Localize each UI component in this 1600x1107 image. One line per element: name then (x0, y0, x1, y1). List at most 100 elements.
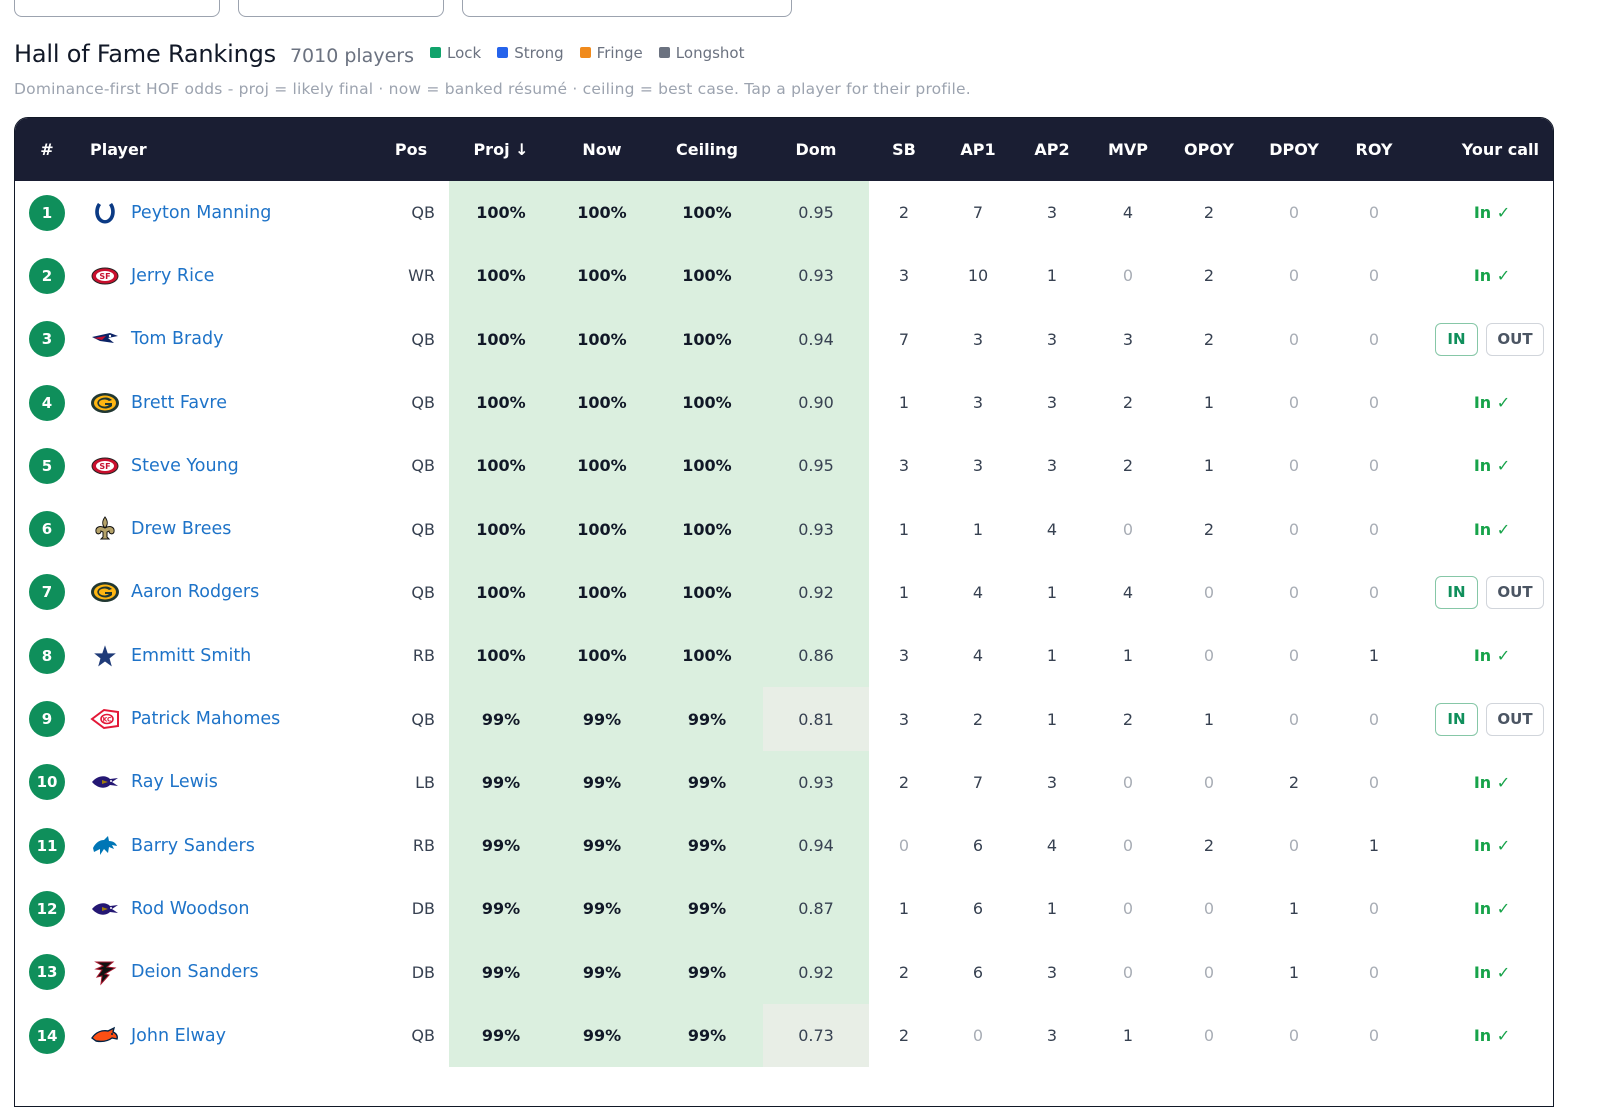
svg-text:SF: SF (99, 272, 110, 281)
column-header-dpoy[interactable]: DPOY (1269, 140, 1319, 159)
vote-in-button[interactable]: IN (1435, 322, 1478, 356)
filter-button-3[interactable] (462, 0, 792, 17)
sb-cell: 1 (898, 899, 910, 919)
column-header-proj[interactable]: Proj ↓ (473, 140, 529, 159)
table-row[interactable]: 3 Tom Brady QB 100% 100% 100% 0.94 7 3 3 3 2 0 0 IN OUT (15, 307, 1553, 371)
column-header-roy[interactable]: ROY (1355, 140, 1393, 159)
rank-badge: 5 (29, 447, 65, 484)
player-cell[interactable]: KC Patrick Mahomes (79, 687, 373, 750)
player-name-link[interactable]: Jerry Rice (131, 265, 215, 286)
colts-horseshoe-icon (89, 200, 121, 226)
column-header-ap2[interactable]: AP2 (1034, 140, 1070, 159)
column-header-mvp[interactable]: MVP (1107, 140, 1149, 159)
table-row[interactable]: 14 John Elway QB 99% 99% 99% 0.73 2 0 3 1 0 0 0 In ✓ (15, 1003, 1553, 1068)
vote-out-button[interactable]: OUT (1486, 702, 1544, 736)
player-cell[interactable]: John Elway (79, 1004, 373, 1067)
table-row[interactable]: 8 Emmitt Smith RB 100% 100% 100% 0.86 3 4 1 1 0 0 1 In… (15, 624, 1553, 688)
table-row[interactable]: 5 SF Steve Young QB 100% 100% 100% 0.95 3 3 3 2 1 0 0 I… (15, 434, 1553, 498)
player-name-link[interactable]: Rod Woodson (131, 898, 250, 919)
now-cell: 100% (553, 560, 651, 625)
player-name-link[interactable]: John Elway (131, 1025, 226, 1046)
broncos-logo-icon (89, 1023, 121, 1049)
player-cell[interactable]: Drew Brees (79, 497, 373, 560)
player-name-link[interactable]: Peyton Manning (131, 202, 272, 223)
player-cell[interactable]: SF Jerry Rice (79, 244, 373, 307)
ap1-cell: 3 (972, 393, 984, 413)
ap2-cell: 1 (1046, 266, 1058, 286)
ap1-cell: 0 (972, 1026, 984, 1045)
position-cell: QB (411, 203, 435, 223)
player-name-link[interactable]: Emmitt Smith (131, 645, 252, 666)
mvp-cell: 2 (1122, 456, 1134, 476)
table-row[interactable]: 9 KC Patrick Mahomes QB 99% 99% 99% 0.81 3 2 1 2 1 0 0… (15, 687, 1553, 751)
call-in-label: In ✓ (1473, 456, 1511, 476)
player-name-link[interactable]: Tom Brady (131, 329, 224, 350)
table-row[interactable]: 6 Drew Brees QB 100% 100% 100% 0.93 1 1 4 0 2 0 0 In ✓ (15, 497, 1553, 561)
opoy-cell: 2 (1203, 836, 1215, 856)
vote-in-button[interactable]: IN (1435, 702, 1478, 736)
player-cell[interactable]: Rod Woodson (79, 877, 373, 940)
player-cell[interactable]: Emmitt Smith (79, 624, 373, 687)
roy-cell: 0 (1368, 582, 1380, 602)
column-header-player[interactable]: Player (90, 140, 147, 159)
page-subtitle: Dominance-first HOF odds - proj = likely… (14, 80, 971, 98)
player-name-link[interactable]: Aaron Rodgers (131, 582, 260, 603)
player-name-link[interactable]: Steve Young (131, 455, 239, 476)
legend-label: Fringe (596, 43, 643, 62)
player-cell[interactable]: Peyton Manning (79, 181, 373, 244)
player-cell[interactable]: Tom Brady (79, 308, 373, 371)
proj-cell: 100% (449, 560, 553, 625)
rank-badge: 2 (29, 257, 65, 294)
table-row[interactable]: 13 Deion Sanders DB 99% 99% 99% 0.92 2 6 3 0 0 1 0 In … (15, 940, 1553, 1004)
player-name-link[interactable]: Brett Favre (131, 392, 227, 413)
call-in-label: In ✓ (1473, 519, 1511, 539)
player-name-link[interactable]: Barry Sanders (131, 835, 255, 856)
opoy-cell: 0 (1203, 646, 1215, 666)
roy-cell: 0 (1368, 962, 1380, 982)
dpoy-cell: 0 (1288, 456, 1300, 476)
player-cell[interactable]: Ray Lewis (79, 751, 373, 814)
rank-cell: 2 (15, 244, 79, 307)
rankings-table-container: # Player Pos Proj ↓ Now Ceiling Dom SB AP1 AP2 MVP… (14, 117, 1554, 1107)
roy-cell: 0 (1368, 519, 1380, 539)
player-name-link[interactable]: Ray Lewis (131, 772, 218, 793)
player-cell[interactable]: SF Steve Young (79, 434, 373, 497)
ap1-cell: 1 (972, 519, 984, 539)
column-header-your-call[interactable]: Your call (1461, 140, 1539, 159)
svg-text:SF: SF (99, 462, 110, 471)
player-name-link[interactable]: Patrick Mahomes (131, 709, 281, 730)
dom-cell: 0.95 (763, 434, 869, 498)
table-row[interactable]: 2 SF Jerry Rice WR 100% 100% 100% 0.93 3 10 1 0 2 0 0 I… (15, 244, 1553, 308)
rank-cell: 11 (15, 814, 79, 877)
column-header-opoy[interactable]: OPOY (1184, 140, 1234, 159)
vote-out-button[interactable]: OUT (1486, 575, 1544, 609)
sb-cell: 2 (898, 772, 910, 792)
column-header-now[interactable]: Now (582, 140, 622, 159)
table-row[interactable]: 7 Aaron Rodgers QB 100% 100% 100% 0.92 1 4 1 4 0 0 0 I… (15, 560, 1553, 625)
column-header-ap1[interactable]: AP1 (960, 140, 996, 159)
filter-button-1[interactable] (14, 0, 220, 17)
table-row[interactable]: 4 Brett Favre QB 100% 100% 100% 0.90 1 3 3 2 1 0 0 In … (15, 370, 1553, 435)
ap1-cell: 4 (972, 646, 984, 666)
table-row[interactable]: 1 Peyton Manning QB 100% 100% 100% 0.95 2 7 3 4 2 0 0… (15, 181, 1553, 245)
table-row[interactable]: 10 Ray Lewis LB 99% 99% 99% 0.93 2 7 3 0 0 2 0 In ✓ (15, 750, 1553, 814)
table-row[interactable]: 11 Barry Sanders RB 99% 99% 99% 0.94 0 6 4 0 2 0 1 In … (15, 813, 1553, 878)
column-header-dom[interactable]: Dom (795, 140, 837, 159)
player-cell[interactable]: Deion Sanders (79, 941, 373, 1004)
vote-out-button[interactable]: OUT (1486, 322, 1544, 356)
player-cell[interactable]: Aaron Rodgers (79, 561, 373, 624)
vote-in-button[interactable]: IN (1435, 575, 1478, 609)
table-row[interactable]: 12 Rod Woodson DB 99% 99% 99% 0.87 1 6 1 0 0 1 0 In ✓ (15, 877, 1553, 941)
filter-button-2[interactable] (238, 0, 444, 17)
player-name-link[interactable]: Drew Brees (131, 519, 232, 540)
column-header-ceiling[interactable]: Ceiling (676, 140, 738, 159)
legend-swatch (579, 47, 591, 58)
player-name-link[interactable]: Deion Sanders (131, 962, 259, 983)
column-header-sb[interactable]: SB (892, 140, 916, 159)
ceiling-cell: 100% (651, 434, 763, 498)
sb-cell: 3 (898, 709, 910, 729)
ravens-logo-icon (89, 896, 121, 922)
player-cell[interactable]: Brett Favre (79, 371, 373, 434)
column-header-pos[interactable]: Pos (394, 140, 428, 159)
player-cell[interactable]: Barry Sanders (79, 814, 373, 877)
